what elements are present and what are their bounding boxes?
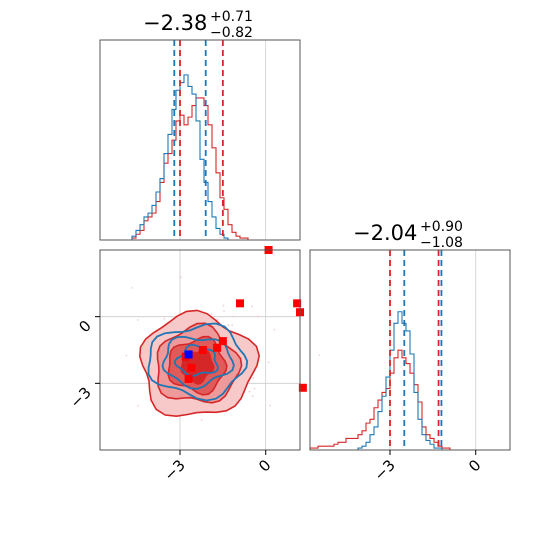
- contour-model-a-0: [147, 322, 249, 402]
- joint-sample-point: [252, 376, 255, 379]
- right-xtick-label-1: 0: [465, 456, 484, 475]
- param1-title-median: −2.38: [143, 11, 207, 35]
- param1-title-minus: −0.82: [210, 25, 253, 41]
- marker-red-5: [218, 337, 227, 346]
- marker-red-7: [293, 299, 302, 308]
- p2-frame: [309, 249, 511, 451]
- joint-sample-point: [137, 404, 139, 407]
- p2-hist-model-b: [309, 349, 510, 451]
- p2-hist-model-a: [310, 311, 510, 451]
- joint-sample-point: [231, 324, 234, 327]
- right-xtick-label-0: −3: [370, 456, 398, 484]
- joint-sample-point: [179, 276, 182, 279]
- joint-sample-point: [131, 286, 134, 289]
- joint-ytick-label-1: 0: [75, 317, 94, 336]
- joint-frame: [99, 249, 301, 451]
- marker-red-3: [213, 343, 222, 352]
- p1-frame: [99, 39, 301, 241]
- joint-sample-point: [251, 395, 254, 397]
- joint-sample-point: [232, 315, 235, 318]
- param2-title-plus: +0.90: [420, 219, 463, 235]
- marginal-histogram-param1: [99, 39, 301, 241]
- joint-sample-point: [125, 354, 128, 357]
- marker-red-2: [198, 346, 207, 354]
- joint-sample-point: [256, 315, 259, 318]
- joint-sample-point: [269, 404, 271, 407]
- joint-sample-point: [200, 419, 203, 421]
- marker-red-6: [236, 299, 244, 308]
- joint-sample-point: [223, 310, 225, 312]
- marker-blue: [184, 350, 193, 359]
- joint-sample-point: [248, 390, 251, 393]
- joint-xtick-label-0: −3: [160, 456, 188, 484]
- joint-xtick-label-1: 0: [255, 456, 274, 475]
- joint-sample-point: [222, 304, 225, 307]
- joint-ytick-label-0: −3: [66, 383, 94, 411]
- joint-density-panel: [99, 246, 321, 451]
- marker-red-4: [184, 374, 193, 383]
- joint-sample-point: [251, 305, 253, 308]
- joint-sample-point: [216, 318, 219, 321]
- marker-red-9: [298, 383, 307, 392]
- tick-labels: −3 0 −3 0 −3 0: [66, 316, 485, 484]
- joint-sample-point: [227, 324, 230, 327]
- contour-model-a-1: [161, 335, 235, 390]
- joint-sample-point: [137, 319, 139, 321]
- p1-hist-model-b: [100, 97, 300, 241]
- joint-sample-point: [273, 328, 276, 331]
- param1-title-plus: +0.71: [210, 9, 253, 25]
- joint-sample-point: [318, 354, 321, 357]
- joint-sample-point: [267, 361, 270, 364]
- p1-hist-model-a: [100, 74, 300, 241]
- marker-red-1: [187, 363, 196, 372]
- marginal-histogram-param2: [309, 249, 511, 451]
- param2-title-median: −2.04: [353, 221, 417, 245]
- joint-sample-point: [253, 387, 256, 390]
- param2-title-minus: −1.08: [420, 235, 463, 251]
- joint-sample-point: [210, 313, 213, 315]
- joint-sample-point: [163, 317, 166, 320]
